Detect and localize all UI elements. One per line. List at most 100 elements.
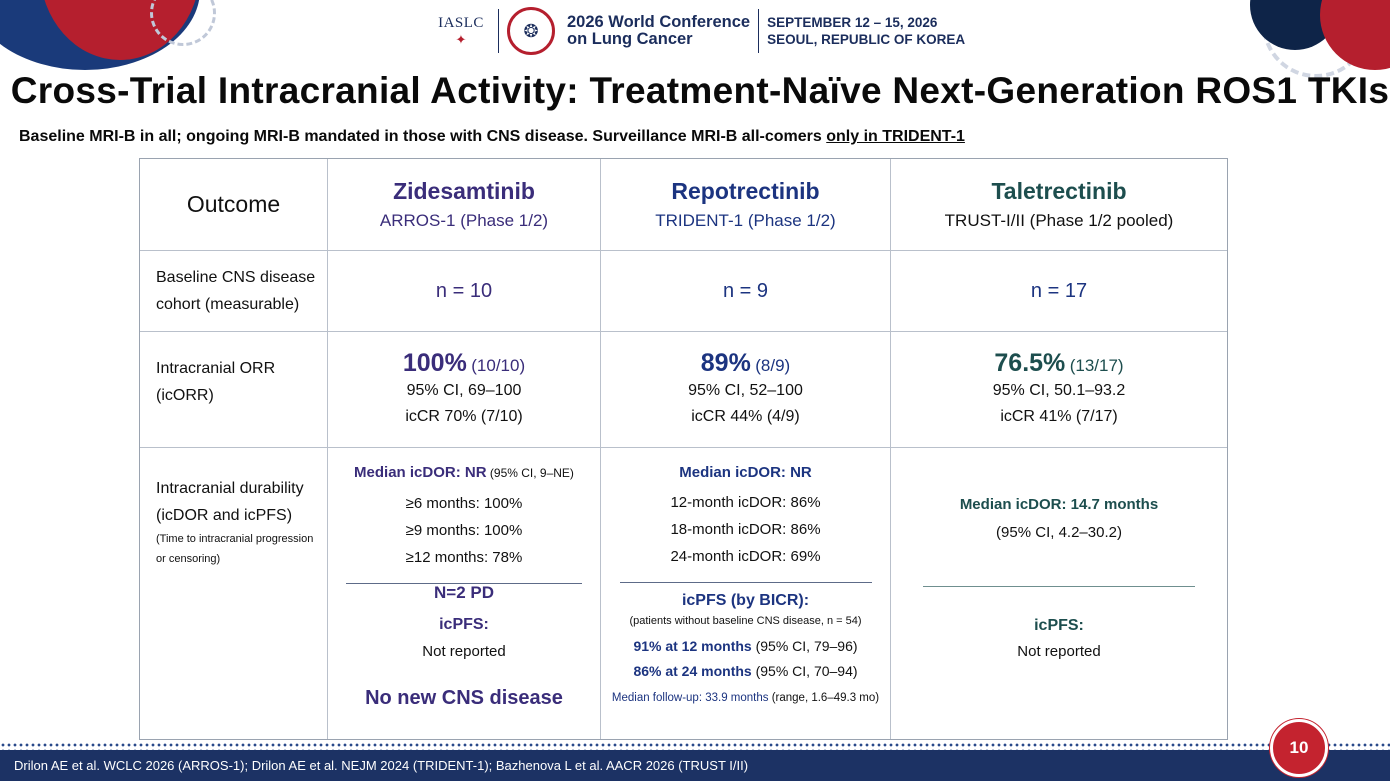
subtitle-text: Baseline MRI-B in all; ongoing MRI-B man…: [19, 128, 827, 145]
drug-name-taletrectinib: Taletrectinib: [991, 178, 1127, 204]
page-number: 10: [1270, 719, 1328, 777]
icdor-line: ≥9 months: 100%: [405, 522, 523, 539]
column-divider: [600, 159, 601, 739]
orr-cr: icCR 44% (4/9): [691, 408, 800, 425]
conference-name-line2: on Lung Cancer: [567, 30, 693, 48]
icpfs-12mo-ci: (95% CI, 79–96): [751, 638, 858, 654]
footer-dot-pattern: [0, 742, 1390, 750]
icpfs-value: Not reported: [1017, 643, 1101, 660]
conference-dates-location: SEPTEMBER 12 – 15, 2026 SEOUL, REPUBLIC …: [767, 14, 965, 48]
orr-pct: 76.5%: [994, 349, 1066, 377]
conference-dates: SEPTEMBER 12 – 15, 2026: [767, 15, 938, 30]
durability-taletrectinib: Median icDOR: 14.7 months (95% CI, 4.2–3…: [891, 491, 1227, 665]
conference-seal-icon: ❂: [507, 7, 555, 55]
orr-frac: (13/17): [1069, 356, 1124, 375]
section-rule: [346, 583, 582, 584]
icdor-median: Median icDOR: NR: [354, 464, 487, 481]
header-outcome: Outcome: [140, 159, 327, 250]
icdor-median: Median icDOR: NR: [679, 464, 812, 481]
header-zidesamtinib: Zidesamtinib ARROS-1 (Phase 1/2): [328, 159, 600, 250]
row-label-orr-line1: Intracranial ORR: [156, 360, 276, 377]
row-divider: [140, 331, 1227, 332]
icpfs-24mo: 86% at 24 months: [633, 663, 752, 679]
icdor-ci: (95% CI, 4.2–30.2): [996, 524, 1122, 541]
orr-cr: icCR 41% (7/17): [1000, 408, 1118, 425]
orr-pct: 89%: [700, 349, 751, 377]
iaslc-logo-text: IASLC: [438, 14, 484, 31]
column-divider: [890, 159, 891, 739]
slide-title: Cross-Trial Intracranial Activity: Treat…: [10, 70, 1390, 111]
lung-icon: ✦: [455, 31, 467, 47]
header-outcome-label: Outcome: [186, 191, 281, 217]
row-label-baseline-line1: Baseline CNS disease: [156, 269, 316, 286]
references: Drilon AE et al. WCLC 2026 (ARROS-1); Dr…: [14, 758, 749, 773]
header-repotrectinib: Repotrectinib TRIDENT-1 (Phase 1/2): [601, 159, 890, 250]
footer-bar: Drilon AE et al. WCLC 2026 (ARROS-1); Dr…: [0, 750, 1390, 781]
icpfs-12mo: 91% at 12 months: [633, 638, 752, 654]
subtitle-underlined: only in TRIDENT-1: [826, 128, 965, 145]
row-label-durability-note1: (Time to intracranial progression: [156, 533, 314, 545]
conference-name-line1: 2026 World Conference: [567, 13, 751, 31]
header-bar: IASLC ✦ ❂ 2026 World Conference on Lung …: [0, 0, 1390, 78]
orr-ci: 95% CI, 69–100: [406, 382, 522, 399]
no-new-cns: No new CNS disease: [365, 687, 563, 709]
pd-count: N=2 PD: [434, 583, 494, 602]
icpfs-label: icPFS:: [439, 616, 489, 633]
section-rule: [619, 582, 872, 583]
drug-name-repotrectinib: Repotrectinib: [671, 178, 820, 204]
baseline-n-repotrectinib: n = 9: [722, 279, 769, 302]
orr-taletrectinib: 76.5% (13/17) 95% CI, 50.1–93.2 icCR 41%…: [891, 332, 1227, 447]
orr-cr: icCR 70% (7/10): [405, 408, 523, 425]
icdor-line: 12-month icDOR: 86%: [670, 494, 821, 511]
icdor-ci: (95% CI, 9–NE): [486, 466, 574, 480]
column-divider: [327, 159, 328, 739]
row-label-baseline: Baseline CNS disease cohort (measurable): [156, 264, 315, 318]
durability-zidesamtinib: Median icDOR: NR (95% CI, 9–NE) ≥6 month…: [328, 459, 600, 710]
icpfs-label: icPFS:: [1034, 617, 1084, 634]
row-label-durability: Intracranial durability (icDOR and icPFS…: [156, 475, 313, 569]
durability-repotrectinib: Median icDOR: NR 12-month icDOR: 86% 18-…: [601, 459, 890, 704]
trial-name-trust: TRUST-I/II (Phase 1/2 pooled): [944, 211, 1174, 230]
orr-pct: 100%: [402, 349, 467, 377]
orr-repotrectinib: 89% (8/9) 95% CI, 52–100 icCR 44% (4/9): [601, 332, 890, 447]
median-followup: Median follow-up: 33.9 months: [611, 692, 769, 704]
baseline-n-zidesamtinib: n = 10: [435, 279, 493, 302]
baseline-n-taletrectinib: n = 17: [1030, 279, 1088, 302]
median-followup-range: (range, 1.6–49.3 mo): [768, 692, 880, 704]
orr-zidesamtinib: 100% (10/10) 95% CI, 69–100 icCR 70% (7/…: [328, 332, 600, 447]
icpfs-label: icPFS (by BICR):: [681, 592, 810, 609]
slide-subtitle: Baseline MRI-B in all; ongoing MRI-B man…: [19, 128, 965, 146]
trial-name-trident: TRIDENT-1 (Phase 1/2): [655, 211, 836, 230]
comparison-table: Outcome Zidesamtinib ARROS-1 (Phase 1/2)…: [139, 158, 1228, 740]
row-label-baseline-line2: cohort (measurable): [156, 296, 300, 313]
icdor-line: ≥6 months: 100%: [405, 495, 523, 512]
row-label-orr-line2: (icORR): [156, 387, 214, 404]
row-label-orr: Intracranial ORR (icORR): [156, 355, 275, 409]
orr-frac: (8/9): [755, 356, 791, 375]
row-label-durability-line1: Intracranial durability: [156, 480, 304, 497]
row-divider: [140, 447, 1227, 448]
conference-name: 2026 World Conference on Lung Cancer: [563, 14, 750, 48]
conference-branding: IASLC ✦ ❂ 2026 World Conference on Lung …: [432, 6, 965, 56]
row-label-durability-note2: or censoring): [156, 553, 221, 565]
iaslc-logo: IASLC ✦: [432, 15, 490, 48]
icpfs-note: (patients without baseline CNS disease, …: [629, 615, 862, 627]
icdor-line: 24-month icDOR: 69%: [670, 548, 821, 565]
divider: [758, 9, 760, 53]
drug-name-zidesamtinib: Zidesamtinib: [393, 178, 535, 204]
orr-frac: (10/10): [471, 356, 526, 375]
header-taletrectinib: Taletrectinib TRUST-I/II (Phase 1/2 pool…: [891, 159, 1227, 250]
table-grid: [140, 159, 1227, 739]
conference-location: SEOUL, REPUBLIC OF KOREA: [767, 32, 966, 47]
orr-ci: 95% CI, 50.1–93.2: [992, 382, 1126, 399]
icdor-line: ≥12 months: 78%: [405, 549, 523, 566]
section-rule: [923, 586, 1195, 587]
orr-ci: 95% CI, 52–100: [688, 382, 803, 399]
icpfs-value: Not reported: [422, 643, 506, 660]
icdor-median: Median icDOR: 14.7 months: [959, 496, 1159, 513]
row-divider: [140, 250, 1227, 251]
icpfs-24mo-ci: (95% CI, 70–94): [751, 663, 858, 679]
row-label-durability-line2: (icDOR and icPFS): [156, 507, 293, 524]
icdor-line: 18-month icDOR: 86%: [670, 521, 821, 538]
divider: [498, 9, 499, 53]
